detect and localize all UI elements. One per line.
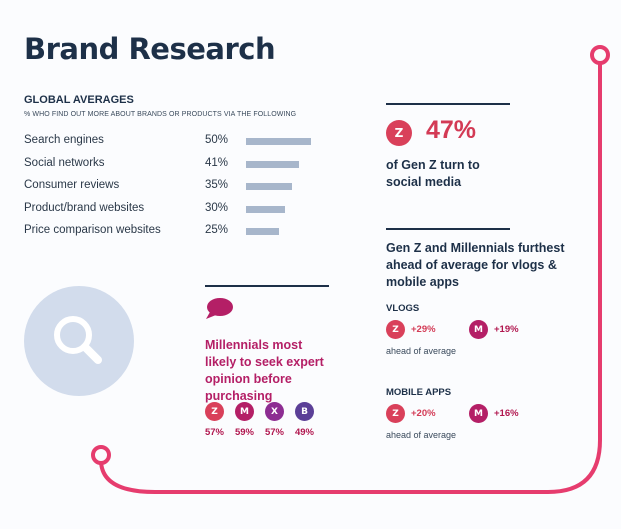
page-title: Brand Research — [24, 32, 276, 66]
magnifier-icon — [54, 316, 102, 364]
genz-social-percent: 47% — [426, 116, 477, 144]
vlogs-note: ahead of average — [386, 346, 457, 356]
generation-badge: B — [295, 402, 314, 421]
bar — [246, 183, 292, 191]
mobile-genz-badge: Z — [386, 404, 405, 423]
global-averages-heading: GLOBAL AVERAGES — [24, 94, 134, 106]
divider — [386, 103, 510, 105]
category-label: Product/brand websites — [24, 201, 145, 214]
millennials-text: Millennials most likely to seek expert o… — [205, 338, 324, 403]
chart-row: Product/brand websites 30% — [24, 202, 324, 225]
divider — [205, 285, 329, 287]
value-label: 25% — [205, 224, 229, 237]
bar — [246, 160, 300, 168]
bar — [246, 138, 311, 145]
vlogs-label: VLOGS — [386, 303, 420, 314]
vlogs-genz-badge: Z — [386, 320, 405, 339]
mobile-millennial-badge: M — [469, 404, 488, 423]
generation-badge: Z — [205, 402, 224, 421]
value-label: 30% — [205, 201, 229, 214]
global-averages-subheading: % WHO FIND OUT MORE ABOUT BRANDS OR PROD… — [24, 111, 297, 118]
category-label: Social networks — [24, 156, 105, 169]
divider — [386, 228, 510, 230]
speech-bubble-icon — [206, 298, 233, 319]
mobile-millennial-value: +16% — [494, 408, 519, 419]
chart-row: Price comparison websites 25% — [24, 224, 324, 247]
generation-percent: 49% — [294, 427, 314, 438]
ahead-of-average-text: Gen Z and Millennials furthest ahead of … — [386, 241, 565, 289]
generation-badge: X — [265, 402, 284, 421]
mobile-genz-value: +20% — [411, 408, 436, 419]
generation-percent: 57% — [264, 427, 284, 438]
category-label: Consumer reviews — [24, 179, 120, 192]
chart-row: Consumer reviews 35% — [24, 179, 324, 202]
chart-row: Search engines 50% — [24, 134, 324, 157]
bar — [246, 205, 285, 213]
mobile-apps-label: MOBILE APPS — [386, 387, 452, 398]
category-label: Price comparison websites — [24, 224, 161, 237]
generation-badge: M — [235, 402, 254, 421]
bar — [246, 228, 279, 236]
category-label: Search engines — [24, 134, 104, 146]
magnifier-circle — [24, 286, 134, 396]
value-label: 35% — [205, 179, 229, 192]
generation-percent: 57% — [204, 427, 224, 438]
value-label: 41% — [205, 156, 229, 169]
generation-percent: 59% — [234, 427, 254, 438]
chart-row: Social networks 41% — [24, 157, 324, 180]
genz-social-text: of Gen Z turn to social media — [386, 158, 480, 189]
vlogs-millennial-value: +19% — [494, 324, 519, 335]
mobile-apps-note: ahead of average — [386, 430, 457, 440]
value-label: 50% — [205, 134, 229, 146]
bar-chart: Search engines 50% Social networks 41% Consu… — [24, 134, 324, 247]
genz-badge: Z — [386, 120, 412, 146]
vlogs-millennial-badge: M — [469, 320, 488, 339]
vlogs-genz-value: +29% — [411, 324, 436, 335]
